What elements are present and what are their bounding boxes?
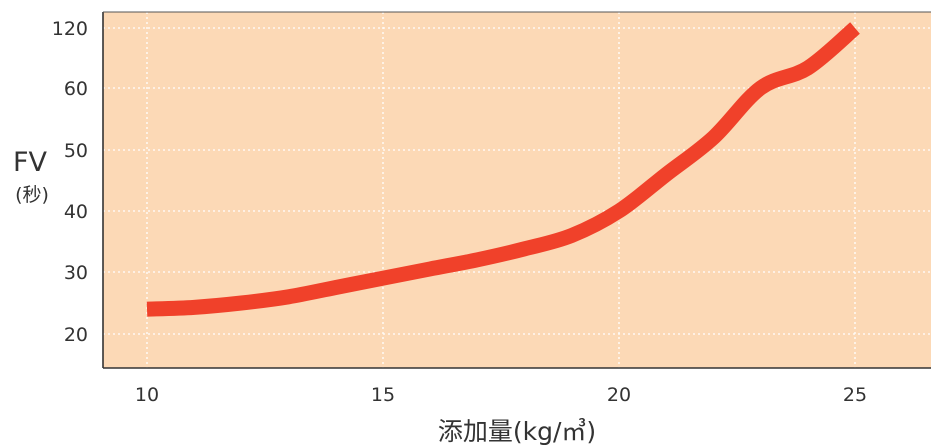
tick-labels: 20 30 40 50 60 120 10 15 20 25 [52, 18, 867, 406]
y-axis-unit: (秒) [15, 184, 49, 206]
x-tick-label-15: 15 [371, 384, 395, 406]
series-layer [146, 22, 860, 317]
y-axis-title: FV [13, 147, 48, 178]
x-axis-title: 添加量(kg/㎥) [438, 417, 596, 446]
y-tick-label-60: 60 [64, 78, 88, 100]
y-tick-label-20: 20 [64, 324, 88, 346]
x-tick-label-20: 20 [607, 384, 631, 406]
y-tick-label-40: 40 [64, 201, 88, 223]
y-tick-label-30: 30 [64, 262, 88, 284]
x-tick-label-10: 10 [135, 384, 159, 406]
x-tick-label-25: 25 [843, 384, 867, 406]
y-tick-label-120: 120 [52, 18, 88, 40]
axes [102, 11, 931, 369]
series-line-0 [146, 22, 860, 317]
y-tick-label-50: 50 [64, 140, 88, 162]
